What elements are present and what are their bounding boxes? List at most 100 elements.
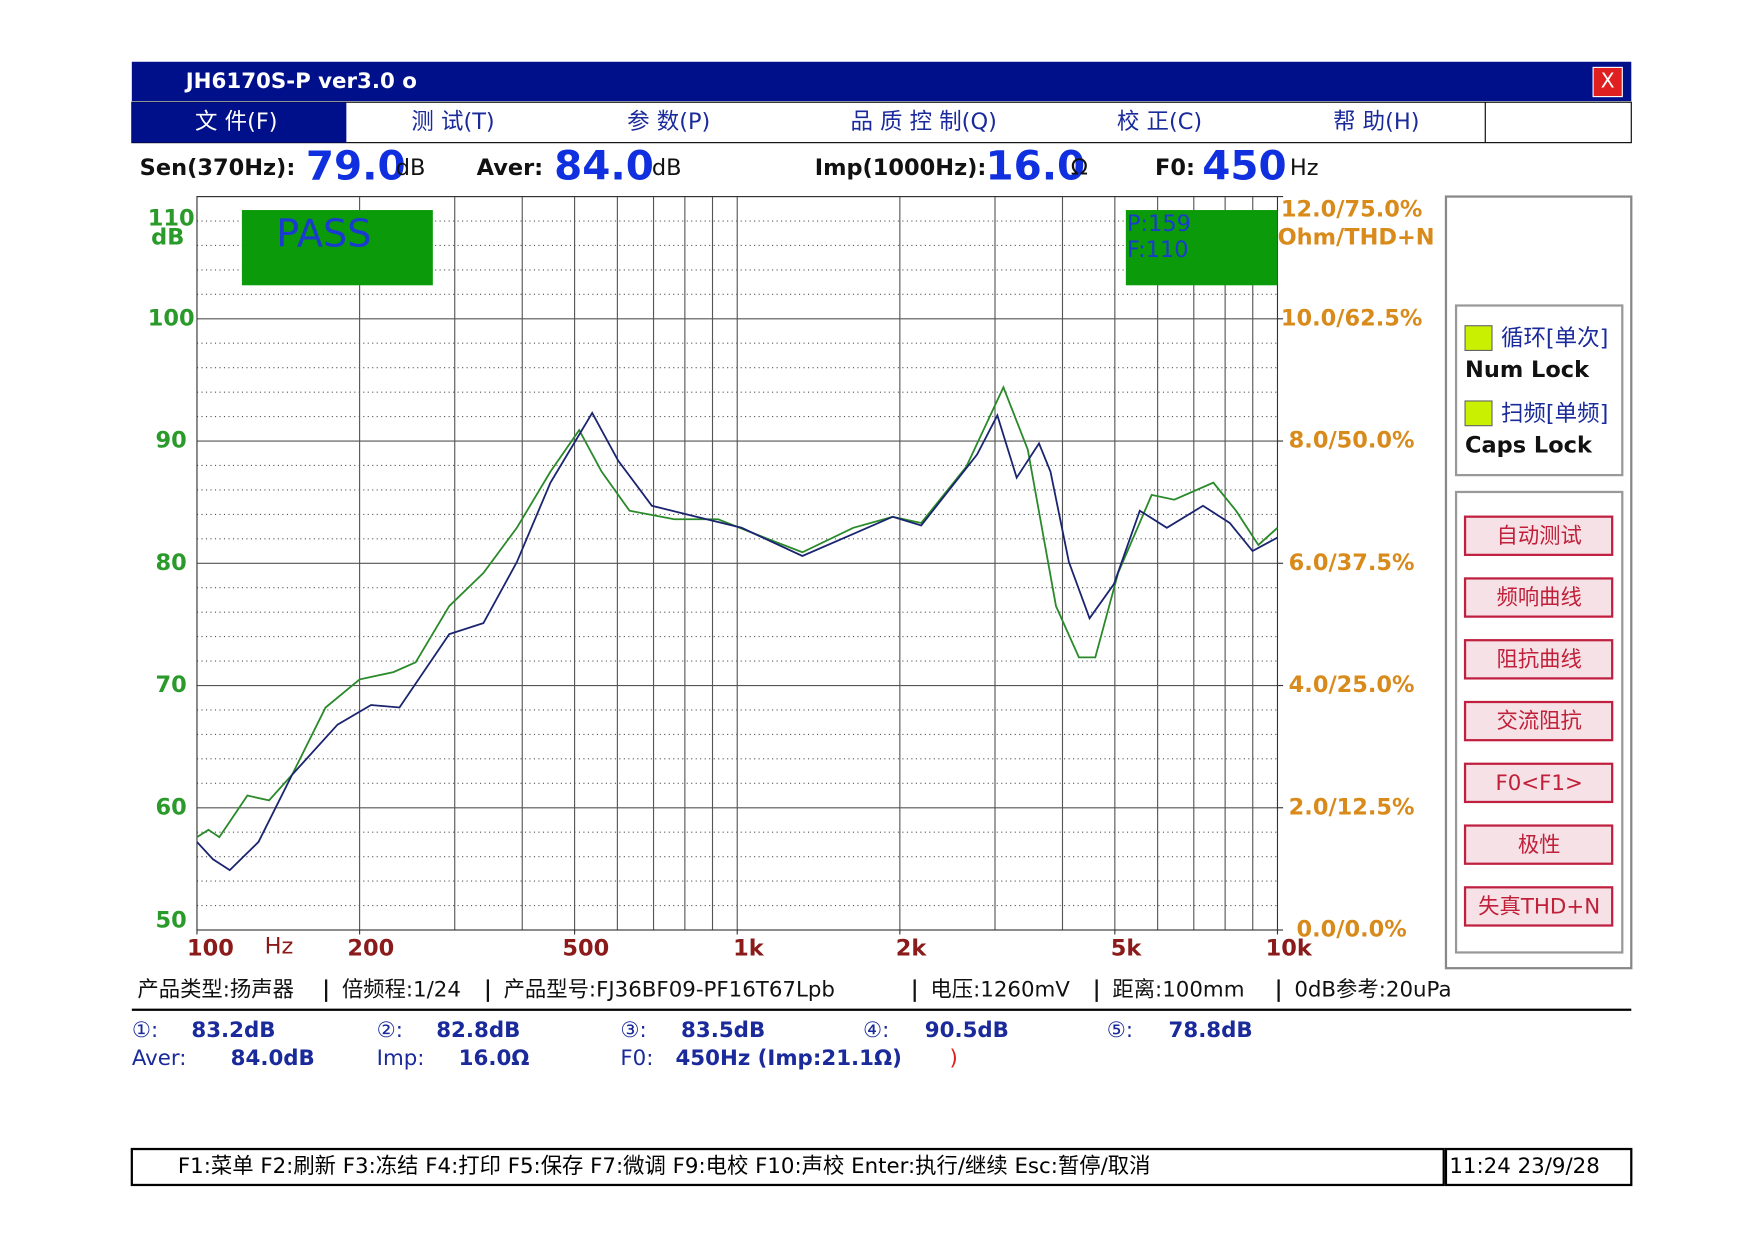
- readout-value: 450: [1202, 141, 1286, 189]
- window-title: JH6170S-P ver3.0 o: [184, 69, 417, 94]
- toggle-key: Num Lock: [1465, 357, 1590, 383]
- x-tick-label: 2k: [896, 936, 928, 962]
- measure-label: Imp:: [377, 1046, 425, 1071]
- toggle-indicator: [1464, 400, 1493, 427]
- measure-value: 83.2dB: [191, 1018, 275, 1043]
- y-tick-label: 90: [156, 428, 187, 454]
- status-item: 0dB参考:20uPa: [1294, 978, 1451, 1003]
- x-tick-label: 5k: [1111, 936, 1143, 962]
- readout-unit: Hz: [1290, 155, 1319, 181]
- readout-label: Imp(1000Hz):: [815, 155, 987, 181]
- x-tick-label: 10k: [1266, 936, 1313, 962]
- measure-value: 78.8dB: [1169, 1018, 1253, 1043]
- function-button[interactable]: [1463, 515, 1614, 556]
- y2-tick-label: 6.0/37.5%: [1289, 550, 1415, 576]
- toggle-label[interactable]: 循环[单次]: [1501, 326, 1608, 352]
- status-item: 产品型号:FJ36BF09-PF16T67Lpb: [504, 978, 835, 1003]
- function-bar: [130, 1147, 1445, 1187]
- clock-box: [1444, 1147, 1633, 1187]
- y-axis-label: dB: [151, 225, 184, 251]
- toggle-indicator: [1464, 325, 1493, 351]
- menu-highlight: [131, 102, 347, 143]
- count-label: F:110: [1127, 237, 1189, 263]
- measure-label: Aver:: [132, 1046, 187, 1071]
- status-item: 电压:1260mV: [930, 978, 1070, 1003]
- function-button[interactable]: [1463, 824, 1614, 865]
- clock: 11:24 23/9/28: [1449, 1154, 1599, 1179]
- pass-box: [241, 210, 433, 286]
- y2-tick-label: 2.0/12.5%: [1289, 794, 1415, 820]
- bracket: ): [950, 1046, 958, 1071]
- readout-value: 79.0: [306, 141, 406, 189]
- y-tick-label: 60: [156, 794, 187, 820]
- measure-value: 83.5dB: [681, 1018, 765, 1043]
- function-button[interactable]: [1463, 886, 1614, 927]
- button-label[interactable]: 自动测试: [1497, 524, 1582, 549]
- y2-tick-label: 0.0/0.0%: [1296, 917, 1406, 943]
- toggle-key: Caps Lock: [1465, 432, 1593, 458]
- status-item: 产品类型:扬声器: [137, 978, 293, 1003]
- menu-item[interactable]: 帮 助(H): [1333, 109, 1419, 135]
- menu-item[interactable]: 测 试(T): [411, 109, 494, 135]
- measure-label: ①:: [132, 1018, 158, 1043]
- y2-tick-label: 12.0/75.0%: [1281, 197, 1423, 223]
- y2-tick-label: 8.0/50.0%: [1289, 428, 1415, 454]
- readout-unit: dB: [652, 155, 682, 181]
- button-label[interactable]: 阻抗曲线: [1497, 647, 1582, 672]
- measure-value: 16.0Ω: [459, 1046, 530, 1071]
- y2-axis-label: Ohm/THD+N: [1278, 225, 1435, 251]
- menu-item[interactable]: 校 正(C): [1117, 109, 1202, 135]
- y-tick-label: 80: [156, 550, 187, 576]
- function-button[interactable]: [1463, 762, 1614, 804]
- function-button[interactable]: [1463, 700, 1614, 742]
- button-label[interactable]: 频响曲线: [1497, 586, 1582, 611]
- y-tick-label: 70: [156, 672, 187, 698]
- readout-value: 16.0: [985, 141, 1085, 189]
- series-line: [196, 411, 1278, 872]
- close-button[interactable]: [1592, 66, 1623, 98]
- count-label: P:159: [1127, 211, 1191, 237]
- function-keys: F1:菜单 F2:刷新 F3:冻结 F4:打印 F5:保存 F7:微调 F9:电…: [178, 1154, 1151, 1179]
- x-tick-label: 200: [347, 936, 394, 962]
- menu-item[interactable]: 文 件(F): [195, 109, 277, 135]
- menu-bar: [131, 101, 1632, 144]
- measure-value: 84.0dB: [231, 1046, 315, 1071]
- readout-unit: Ω: [1071, 155, 1088, 181]
- menu-item[interactable]: 品 质 控 制(Q): [850, 109, 996, 135]
- pass-label: PASS: [276, 212, 371, 256]
- x-axis-label: Hz: [265, 933, 294, 959]
- function-button[interactable]: [1463, 639, 1614, 680]
- readout-unit: dB: [396, 155, 426, 181]
- button-label[interactable]: 极性: [1518, 833, 1561, 858]
- measure-value: 90.5dB: [925, 1018, 1009, 1043]
- count-box: [1125, 210, 1278, 286]
- status-item: 倍频程:1/24: [342, 978, 461, 1003]
- x-tick-label: 100: [187, 936, 234, 962]
- y-tick-label: 100: [148, 305, 195, 331]
- button-label[interactable]: 失真THD+N: [1478, 895, 1600, 920]
- measure-value: 450Hz (Imp:21.1Ω): [675, 1046, 901, 1071]
- title-bar: [131, 61, 1632, 102]
- close-label[interactable]: X: [1601, 68, 1615, 92]
- toggle-label[interactable]: 扫频[单频]: [1501, 401, 1608, 427]
- readout-label: Aver:: [477, 155, 543, 181]
- x-tick-label: 500: [562, 936, 609, 962]
- y-tick-label: 50: [156, 908, 187, 934]
- button-label[interactable]: 交流阻抗: [1497, 709, 1582, 734]
- measure-label: ⑤:: [1107, 1018, 1133, 1043]
- y2-tick-label: 10.0/62.5%: [1281, 305, 1423, 331]
- y-tick-label: 110: [148, 206, 195, 232]
- readout-label: F0:: [1155, 155, 1195, 181]
- y2-tick-label: 4.0/25.0%: [1289, 672, 1415, 698]
- status-item: 距离:100mm: [1112, 978, 1244, 1003]
- measure-label: F0:: [620, 1046, 653, 1071]
- button-label[interactable]: F0<F1>: [1495, 771, 1582, 796]
- readout-label: Sen(370Hz):: [140, 155, 296, 181]
- measure-label: ③:: [620, 1018, 646, 1043]
- function-button[interactable]: [1463, 577, 1614, 618]
- measure-label: ④:: [863, 1018, 889, 1043]
- readout-value: 84.0: [554, 141, 654, 189]
- menu-item[interactable]: 参 数(P): [627, 109, 710, 135]
